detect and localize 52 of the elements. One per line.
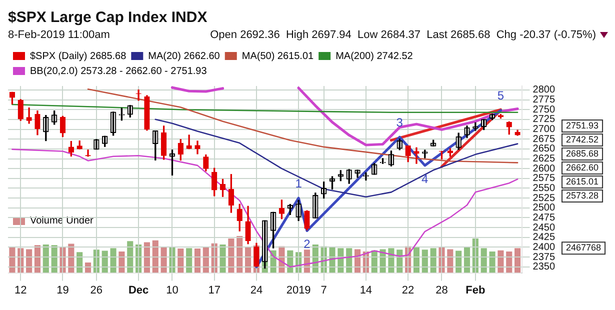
chart-subtitle: 8-Feb-2019 11:00am <box>8 28 110 43</box>
y-tick-label: 2625 <box>532 154 556 165</box>
x-tick-label: Dec <box>128 284 149 296</box>
text: 2615.01 <box>566 176 599 186</box>
y-tick-label: 2750 <box>532 104 556 116</box>
annotation: 4 <box>422 172 429 186</box>
legend-label: BB(20,2.0) 2573.28 - 2662.60 - 2751.93 <box>30 66 208 77</box>
y-tick-label: 2375 <box>532 252 556 263</box>
y-tick-label: 2525 <box>532 192 556 204</box>
y-tick-label: 2350 <box>532 262 556 273</box>
x-tick-label: 22 <box>402 284 414 296</box>
annotation: 5 <box>497 88 504 103</box>
x-tick-label: 17 <box>208 284 220 296</box>
y-tick-label: 2675 <box>532 134 556 145</box>
text: Open 2692.36 High 2697.94 Low 2684.37 Last 2685.68 Chg -20.37 (-0.75%) <box>210 28 596 43</box>
legend-label: MA(200) 2742.52 <box>336 50 414 62</box>
y-tick-label: 2775 <box>532 94 556 106</box>
y-tick-label: 2600 <box>532 163 556 174</box>
text: 2467768 <box>566 242 602 253</box>
x-tick-label: 28 <box>436 284 448 296</box>
y-tick-label: 2500 <box>532 202 556 214</box>
text: 2751.93 <box>566 120 599 130</box>
x-tick-label: 12 <box>14 284 27 296</box>
legend-label: MA(50) 2615.01 <box>242 50 314 62</box>
legend-label: $SPX (Daily) 2685.68 <box>30 50 127 62</box>
annotation: 3 <box>396 115 404 130</box>
y-tick-label: 2475 <box>532 212 556 224</box>
y-tick-label: 2450 <box>532 222 556 234</box>
text: 2742.52 <box>566 134 599 144</box>
y-tick-label: 2400 <box>532 242 556 253</box>
x-tick-label: 7 <box>320 284 327 296</box>
annotation: 2 <box>304 237 311 252</box>
y-tick-label: 2425 <box>532 232 556 244</box>
y-tick-label: 2650 <box>532 144 556 155</box>
annotation: 1 <box>295 176 302 190</box>
y-tick-label: 2725 <box>532 114 556 126</box>
x-tick-label: 19 <box>56 284 69 296</box>
y-tick-label: 2575 <box>532 173 556 184</box>
text: 2685.68 <box>566 148 599 158</box>
text: 2573.28 <box>566 190 599 200</box>
text: 2662.60 <box>566 162 599 172</box>
legend-label: MA(20) 2662.60 <box>148 50 220 62</box>
x-tick-label: 14 <box>360 284 372 296</box>
x-tick-label: 2019 <box>286 284 311 296</box>
y-tick-label: 2700 <box>532 124 556 136</box>
x-tick-label: 24 <box>250 284 263 296</box>
x-tick-label: 10 <box>166 284 178 296</box>
y-tick-label: 2800 <box>532 84 556 96</box>
chart-title: $SPX Large Cap Index INDX <box>8 8 208 27</box>
y-tick-label: 2550 <box>532 183 556 194</box>
x-tick-label: Feb <box>466 284 486 296</box>
x-tick-label: 26 <box>90 284 103 296</box>
